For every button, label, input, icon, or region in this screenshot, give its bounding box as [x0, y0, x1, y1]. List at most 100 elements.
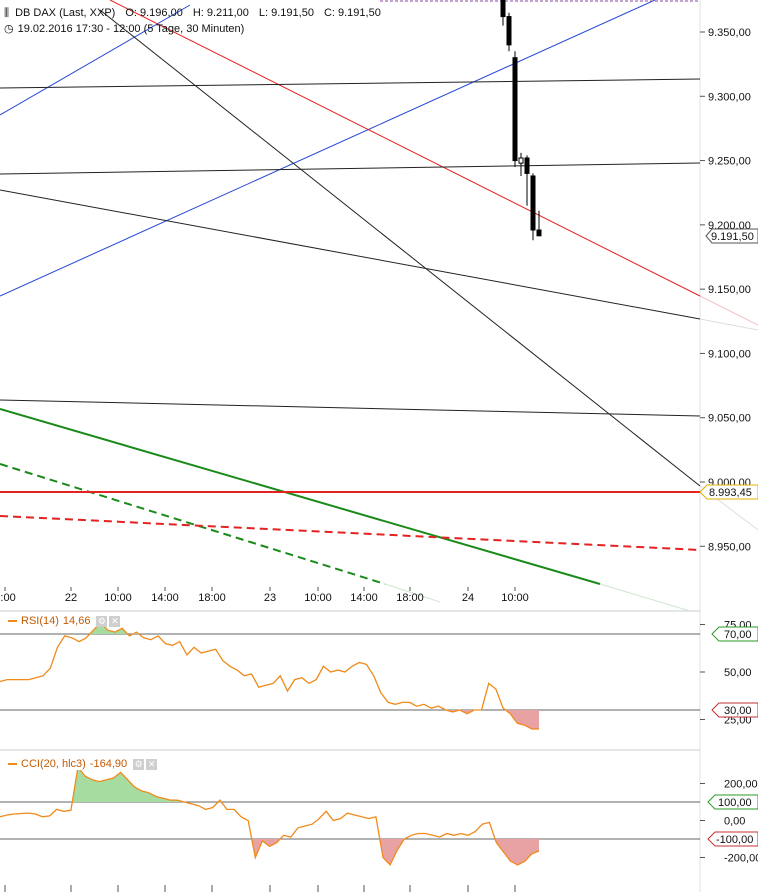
green-dashed-extension [384, 583, 441, 603]
blue-trendline-lower[interactable] [0, 0, 656, 297]
time-axis: 8:00 22 10:00 14:00 18:00 23 10:00 14:00 18:00 24… [0, 587, 529, 604]
rsi-legend[interactable]: RSI(14) 14,66 ⚙ ✕ [6, 615, 133, 627]
time-tick-label: 10:00 [304, 592, 332, 604]
rsi-30-badge: 30,00 [711, 702, 758, 718]
time-tick-label: 14:00 [151, 592, 179, 604]
cci-minus100-text: -100,00 [716, 834, 753, 846]
cci-tick-label: -200,00 [724, 853, 758, 865]
candle-body [518, 157, 524, 164]
cci-legend-swatch [8, 763, 17, 766]
black-trendline-d[interactable] [99, 9, 701, 487]
cci-panel[interactable]: 200,00 0,00 -200,00 100,00 -100,00 [0, 765, 758, 867]
time-tick-label: 18:00 [396, 592, 424, 604]
cci-oversold-fill [495, 839, 539, 865]
cci-tick-label: 200,00 [724, 779, 758, 791]
candle-body [512, 57, 518, 162]
time-tick-label: 24 [462, 592, 474, 604]
black-trendline-c-extension [699, 318, 758, 331]
cci-overbought-fill [72, 766, 185, 802]
candle [500, 0, 506, 26]
rsi-oversold-fill [505, 710, 539, 729]
cci-100-badge: 100,00 [707, 794, 758, 810]
time-tick-label: 10:00 [501, 592, 529, 604]
cci-oversold-fill [251, 839, 281, 858]
rsi-label: RSI(14) [21, 615, 59, 627]
candle [530, 173, 536, 241]
timeframe-row: ◷ 19.02.2016 17:30 - 12:00 (5 Tage, 30 Mi… [4, 22, 254, 35]
blue-trendline-upper[interactable] [0, 4, 191, 116]
price-axis: 9.350,009.300,009.250,009.200,009.150,00… [700, 27, 751, 553]
candle-body [524, 157, 530, 174]
candle-body [506, 16, 512, 46]
candle [512, 51, 518, 167]
price-tick-label: 9.300,00 [708, 91, 751, 103]
red-dashed-trendline[interactable] [0, 515, 701, 551]
candle [506, 12, 512, 52]
cci-close-icon[interactable]: ✕ [146, 759, 158, 770]
green-trendline[interactable] [0, 408, 601, 585]
rsi-settings-icon[interactable]: ⚙ [96, 616, 108, 627]
price-tick-label: 9.350,00 [708, 27, 751, 39]
last-price-label: 9.191,50 [705, 228, 758, 244]
time-tick-label: 22 [65, 592, 77, 604]
cci-line [0, 765, 540, 867]
red-trendline-extension [699, 295, 758, 326]
green-trendline-extension [599, 583, 691, 612]
rsi-value: 14,66 [62, 615, 91, 627]
cci-tick-label: 0,00 [724, 816, 745, 828]
green-dashed-trendline[interactable] [0, 463, 386, 585]
candle [518, 152, 524, 176]
last-price-text: 9.191,50 [711, 231, 754, 243]
ohlc-low: L: 9.191,50 [258, 7, 314, 19]
price-tick-label: 9.150,00 [708, 284, 751, 296]
trendlines[interactable] [0, 0, 758, 612]
candle-type-icon[interactable]: ⫼ [4, 6, 10, 19]
rsi-70-badge: 70,00 [711, 626, 758, 642]
price-tick-label: 9.100,00 [708, 348, 751, 360]
candle [524, 155, 530, 206]
rsi-line [0, 621, 539, 730]
rsi-legend-swatch [8, 620, 17, 623]
rsi-oversold-fill [459, 710, 475, 714]
black-trendline-e[interactable] [0, 399, 701, 417]
price-tick-label: 8.950,00 [708, 541, 751, 553]
candle-body [500, 0, 506, 18]
ohlc-high: H: 9.211,00 [192, 7, 249, 19]
red-trendline[interactable] [109, 0, 701, 297]
rsi-close-icon[interactable]: ✕ [109, 616, 121, 627]
support-price-text: 8.993,45 [709, 487, 752, 499]
instrument-name: DB DAX (Last, XXP) [15, 7, 116, 19]
rsi-tick-label: 50,00 [724, 667, 752, 679]
black-trendline-c[interactable] [0, 189, 701, 320]
chart-header: ⫼ DB DAX (Last, XXP) O: 9.196,00 H: 9.211,0… [4, 6, 391, 20]
black-trendline-b[interactable] [0, 162, 701, 175]
bottom-ticks [4, 885, 516, 892]
time-tick-label: 23 [264, 592, 276, 604]
support-price-label: 8.993,45 [699, 484, 758, 500]
price-tick-label: 9.250,00 [708, 156, 751, 168]
cci-oversold-fill [379, 839, 405, 865]
timeframe-text: 19.02.2016 17:30 - 12:00 (5 Tage, 30 Min… [17, 23, 245, 35]
cci-legend[interactable]: CCI(20, hlc3) -164,90 ⚙ ✕ [6, 758, 170, 770]
rsi-30-text: 30,00 [724, 705, 752, 717]
time-tick-label: 14:00 [350, 592, 378, 604]
rsi-70-text: 70,00 [724, 629, 752, 641]
ohlc-open: O: 9.196,00 [125, 7, 183, 19]
cci-label: CCI(20, hlc3) [21, 758, 86, 770]
cci-100-text: 100,00 [718, 797, 752, 809]
candle-body [530, 175, 536, 231]
black-trendline-a[interactable] [0, 78, 701, 89]
cci-axis: 200,00 0,00 -200,00 [700, 779, 758, 865]
time-tick-label: 18:00 [198, 592, 226, 604]
cci-settings-icon[interactable]: ⚙ [133, 759, 145, 770]
ohlc-close: C: 9.191,50 [323, 7, 381, 19]
candle-body [536, 229, 542, 237]
cci-minus100-badge: -100,00 [707, 831, 758, 847]
time-tick-label: 8:00 [0, 592, 16, 604]
clock-icon: ◷ [4, 22, 14, 35]
candles [500, 0, 542, 241]
time-tick-label: 10:00 [104, 592, 132, 604]
price-tick-label: 9.050,00 [708, 413, 751, 425]
